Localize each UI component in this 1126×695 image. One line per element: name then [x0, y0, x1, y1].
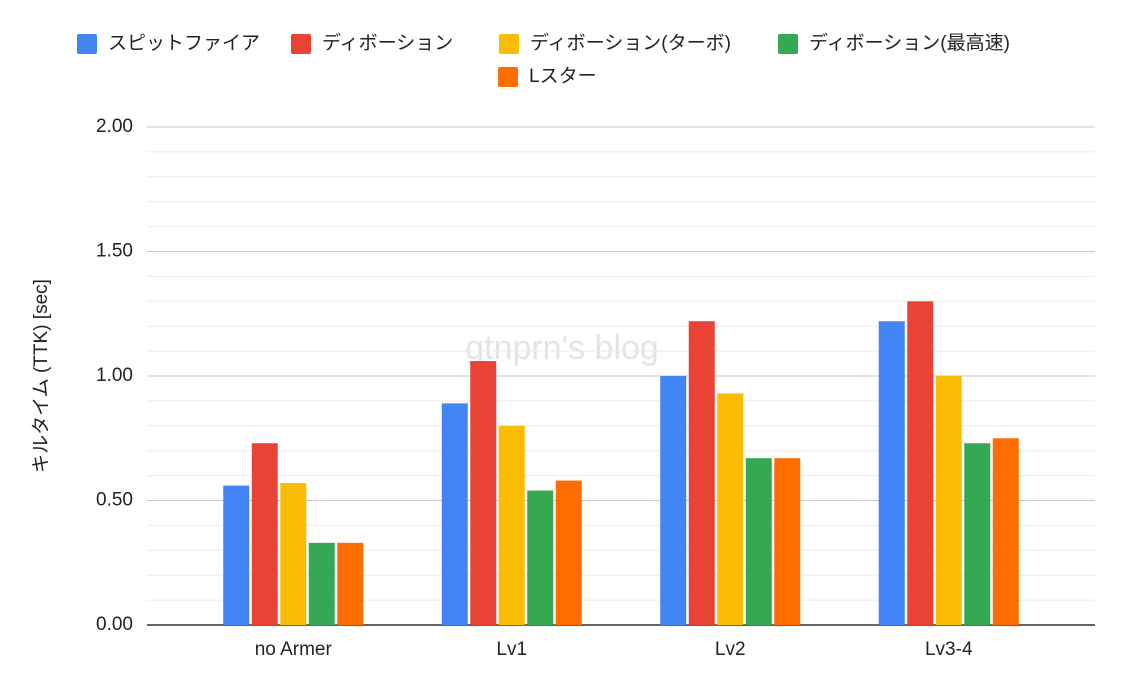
legend-label: ディボーション(ターボ): [530, 32, 731, 54]
bar: [251, 443, 278, 625]
bar: [717, 393, 744, 625]
x-tick-label: Lv3-4: [925, 639, 973, 660]
y-tick-label: 0.50: [96, 490, 133, 511]
bar: [774, 458, 801, 625]
bar: [878, 321, 905, 625]
bar: [223, 485, 250, 625]
x-tick-label: Lv1: [496, 639, 527, 660]
watermark: gtnprn's blog: [465, 329, 659, 367]
y-tick-label: 1.50: [96, 241, 133, 262]
bar: [470, 361, 497, 625]
bar: [308, 542, 335, 625]
y-axis-label: キルタイム (TTK) [sec]: [30, 279, 52, 473]
bar: [498, 425, 525, 625]
legend-swatch: [77, 34, 97, 54]
legend-label: ディボーション(最高速): [809, 32, 1010, 54]
bar: [992, 438, 1019, 625]
legend-swatch: [498, 67, 518, 87]
legend-swatch: [778, 34, 798, 54]
bar: [935, 376, 962, 625]
y-tick-label: 0.00: [96, 614, 133, 635]
bar: [555, 480, 582, 625]
legend-swatch: [499, 34, 519, 54]
bar: [745, 458, 772, 625]
y-tick-label: 2.00: [96, 116, 133, 137]
bar: [688, 321, 715, 625]
legend-label: スピットファイア: [108, 33, 260, 54]
bar: [337, 542, 364, 625]
bar: [527, 490, 554, 625]
bar: [964, 443, 991, 625]
bar: [441, 403, 468, 625]
legend-label: ディボーション: [322, 32, 453, 54]
bar: [660, 376, 687, 625]
bar: [280, 483, 307, 625]
x-tick-label: Lv2: [715, 639, 746, 660]
legend-swatch: [291, 34, 311, 54]
y-tick-label: 1.00: [96, 365, 133, 386]
x-tick-label: no Armer: [255, 639, 333, 660]
legend-label: Lスター: [529, 65, 597, 87]
bar: [907, 301, 934, 625]
